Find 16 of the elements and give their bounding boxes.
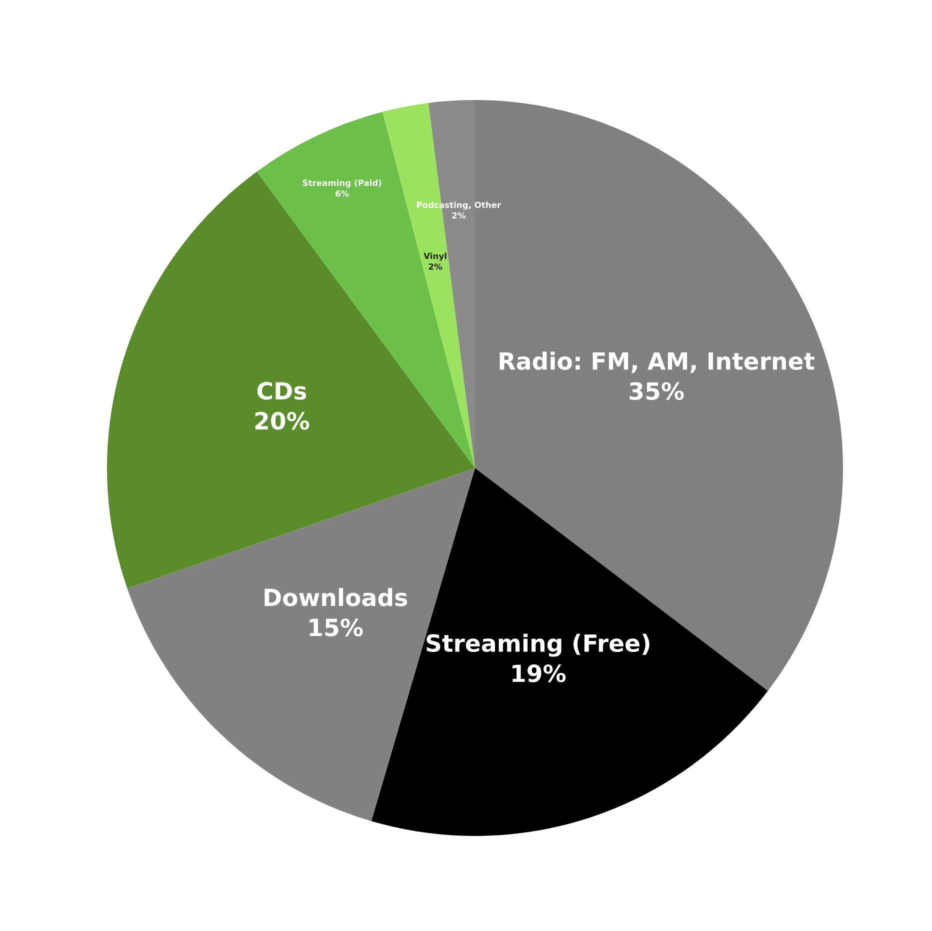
pie-slice [382, 102, 475, 468]
data-label: 2% [428, 263, 442, 270]
data-label: 6% [336, 190, 349, 197]
data-label: 35% [630, 382, 684, 400]
slice-label: Streaming (Paid) [302, 180, 382, 188]
data-label: 15% [310, 618, 363, 636]
data-label: 20% [255, 412, 310, 430]
slice-label: Vinyl [424, 252, 446, 261]
slice-label: Downloads [264, 588, 408, 606]
pie-slice [107, 172, 475, 588]
pie-slice [256, 112, 475, 468]
slice-label: CDs [257, 382, 306, 400]
data-label: 19% [512, 664, 566, 682]
data-label: 2% [452, 212, 466, 219]
slice-label: Radio: FM, AM, Internet [500, 352, 815, 373]
slice-label: Streaming (Free) [426, 634, 650, 657]
